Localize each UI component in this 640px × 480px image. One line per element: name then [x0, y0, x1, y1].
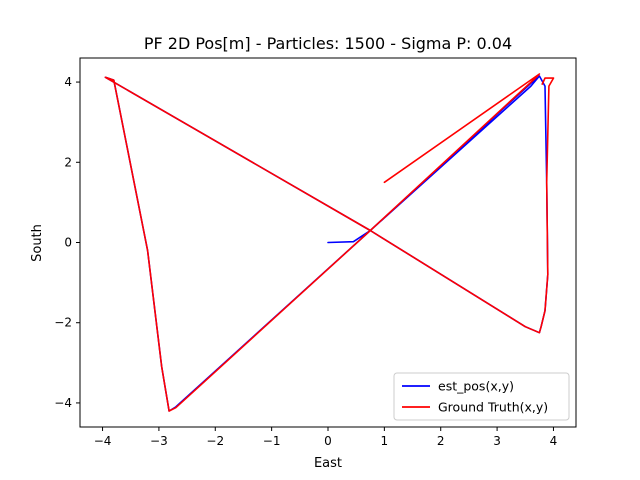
legend-label: est_pos(x,y) — [438, 379, 514, 394]
legend-label: Ground Truth(x,y) — [438, 400, 548, 415]
axis-ticks: −4 −3 −2 −1 0 1 2 3 4 −4 −2 0 2 4 — [54, 75, 557, 448]
x-tick-label: 0 — [324, 434, 332, 448]
legend-box — [393, 372, 570, 421]
y-tick-label: 4 — [64, 75, 72, 89]
x-tick-label: −1 — [263, 434, 281, 448]
chart-title: PF 2D Pos[m] - Particles: 1500 - Sigma P… — [144, 34, 512, 53]
x-tick-label: −4 — [94, 434, 112, 448]
y-tick-label: 2 — [64, 155, 72, 169]
x-tick-label: −2 — [206, 434, 224, 448]
x-axis-label: East — [314, 456, 342, 471]
y-tick-label: −2 — [54, 316, 72, 330]
y-tick-label: 0 — [64, 236, 72, 250]
x-tick-label: 2 — [437, 434, 445, 448]
y-axis-label: South — [30, 224, 45, 262]
series-line-ground-truth — [104, 73, 555, 412]
y-tick-label: −4 — [54, 396, 72, 410]
x-tick-label: 1 — [381, 434, 389, 448]
legend: est_pos(x,y) Ground Truth(x,y) — [393, 372, 570, 421]
x-tick-label: −3 — [150, 434, 168, 448]
x-tick-label: 3 — [493, 434, 501, 448]
x-tick-label: 4 — [550, 434, 558, 448]
